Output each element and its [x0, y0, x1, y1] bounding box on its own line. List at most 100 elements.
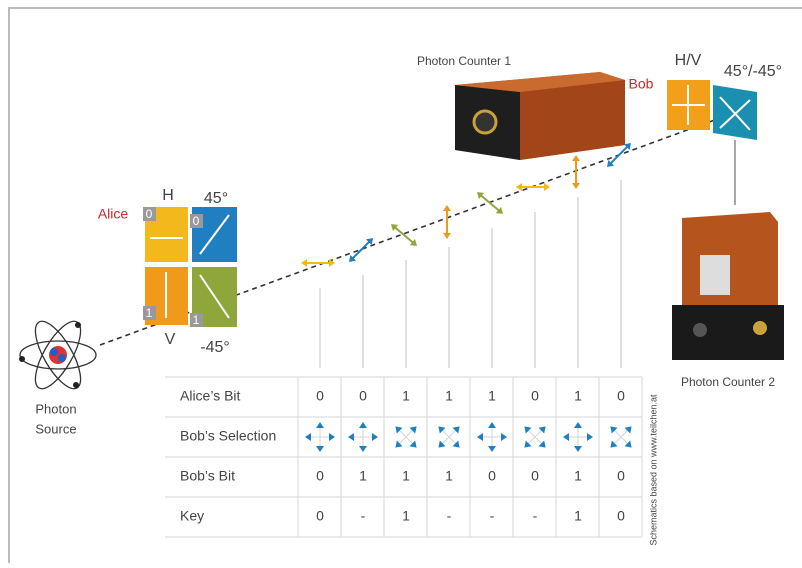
- alice-45: 45°: [204, 190, 228, 207]
- arrow-head: [329, 259, 335, 267]
- photon: [390, 224, 418, 246]
- arrow-head: [495, 207, 504, 214]
- arrow-head: [316, 446, 324, 452]
- arrow-head: [574, 422, 582, 428]
- selection-hv: [316, 422, 324, 452]
- arrow-head: [476, 192, 485, 199]
- arrow-head: [544, 183, 550, 191]
- arrow-head: [524, 426, 532, 434]
- arrow-head: [301, 259, 307, 267]
- arrow-head: [623, 142, 632, 151]
- alice-bit: 1: [193, 313, 200, 327]
- cell: 0: [617, 388, 625, 404]
- arrow-shaft: [526, 428, 544, 446]
- arrow-head: [395, 440, 403, 448]
- cell: 1: [574, 388, 582, 404]
- source-label: Photon: [35, 401, 76, 416]
- arrow-shaft: [478, 193, 502, 213]
- arrow-head: [316, 422, 324, 428]
- photon-counter-2: [672, 212, 784, 360]
- cell: 0: [531, 468, 539, 484]
- arrow-head: [516, 183, 522, 191]
- arrow-head: [574, 446, 582, 452]
- arrow-head: [501, 433, 507, 441]
- alice-bit: 1: [146, 306, 153, 320]
- cell: 1: [402, 508, 410, 524]
- selection-hv: [488, 422, 496, 452]
- photon: [348, 237, 374, 263]
- arrow-head: [452, 426, 460, 434]
- photon: [476, 192, 504, 214]
- arrow-head: [452, 440, 460, 448]
- arrow-head: [348, 433, 354, 441]
- arrow-head: [329, 433, 335, 441]
- arrow-head: [477, 433, 483, 441]
- cell: 0: [531, 388, 539, 404]
- arrow-shaft: [608, 144, 630, 166]
- row-label: Key: [180, 508, 204, 524]
- arrow-head: [305, 433, 311, 441]
- arrow-shaft: [397, 428, 415, 446]
- arrow-head: [348, 254, 357, 263]
- cell: 1: [574, 468, 582, 484]
- cell: -: [533, 508, 538, 524]
- photon: [443, 205, 451, 239]
- alice-h: H: [162, 187, 174, 204]
- cell: 1: [445, 468, 453, 484]
- arrow-head: [538, 426, 546, 434]
- arrow-head: [359, 422, 367, 428]
- cell: -: [361, 508, 366, 524]
- row-label: Alice’s Bit: [180, 388, 241, 404]
- row-label: Bob’s Bit: [180, 468, 235, 484]
- selection-diag: [524, 426, 546, 448]
- arrow-head: [488, 446, 496, 452]
- bob-hv: H/V: [675, 52, 702, 69]
- selection-hv: [574, 422, 582, 452]
- cell: 0: [316, 508, 324, 524]
- arrow-head: [438, 426, 446, 434]
- arrow-head: [606, 159, 615, 168]
- cell: 1: [359, 468, 367, 484]
- counter2-label: Photon Counter 2: [681, 375, 775, 389]
- arrow-head: [572, 155, 580, 161]
- arrow-head: [538, 440, 546, 448]
- cell: 1: [402, 388, 410, 404]
- photon: [301, 259, 335, 267]
- alice-label: Alice: [98, 206, 129, 222]
- arrow-shaft: [350, 239, 372, 261]
- cell: 1: [445, 388, 453, 404]
- arrow-head: [395, 426, 403, 434]
- photon: [606, 142, 632, 168]
- arrow-head: [587, 433, 593, 441]
- bob-label: Bob: [629, 76, 654, 92]
- cell: 0: [359, 388, 367, 404]
- selection-diag: [438, 426, 460, 448]
- table: Alice’s Bit 0 0 1 1 1 0 1 0 Bob’s Selection Bob’s …: [165, 376, 643, 538]
- arrow-head: [443, 233, 451, 239]
- photon: [572, 155, 580, 189]
- cell: 1: [402, 468, 410, 484]
- cell: 1: [574, 508, 582, 524]
- cell: 0: [316, 468, 324, 484]
- arrow-head: [624, 440, 632, 448]
- arrow-head: [372, 433, 378, 441]
- arrow-head: [359, 446, 367, 452]
- arrow-head: [572, 183, 580, 189]
- photon-counter-1: [455, 72, 625, 160]
- cell: -: [490, 508, 495, 524]
- cell: 0: [488, 468, 496, 484]
- alice-bit: 0: [146, 207, 153, 221]
- cell: 1: [488, 388, 496, 404]
- arrow-head: [443, 205, 451, 211]
- selection-diag: [524, 426, 546, 448]
- cell: 0: [617, 468, 625, 484]
- arrow-head: [390, 224, 399, 231]
- alice-m45: -45°: [200, 339, 230, 356]
- photon: [516, 183, 550, 191]
- alice-bit: 0: [193, 214, 200, 228]
- selection-diag: [395, 426, 417, 448]
- alice-v: V: [165, 331, 176, 348]
- selection-hv: [359, 422, 367, 452]
